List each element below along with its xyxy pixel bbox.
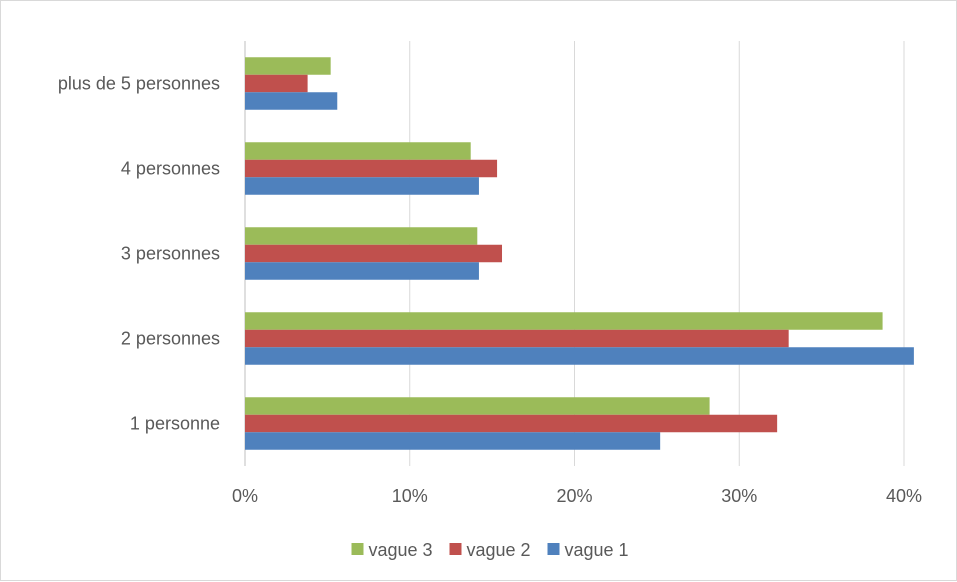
bar-vague-2-0 xyxy=(245,414,778,433)
bar-vague-3-1 xyxy=(245,312,883,330)
category-label: 2 personnes xyxy=(121,329,220,349)
bar-vague-1-2 xyxy=(245,262,479,280)
legend: vague 3 vague 2 vague 1 xyxy=(351,540,629,560)
category-label: 3 personnes xyxy=(121,244,220,264)
bar-vague-1-1 xyxy=(245,347,914,365)
legend-label: vague 1 xyxy=(565,540,629,560)
category-label: plus de 5 personnes xyxy=(58,74,220,94)
bar-vague-2-3 xyxy=(245,159,498,178)
x-tick-label: 40% xyxy=(886,486,922,506)
legend-swatch xyxy=(449,543,462,555)
bar-vague-3-0 xyxy=(245,397,710,415)
category-labels: 1 personne 2 personnes 3 personnes 4 person… xyxy=(58,74,220,434)
bar-vague-1-3 xyxy=(245,177,479,195)
x-tick-label: 0% xyxy=(232,486,258,506)
bar-vague-2-2 xyxy=(245,244,503,263)
bar-vague-1-4 xyxy=(245,92,338,110)
bar-vague-3-2 xyxy=(245,227,478,245)
category-label: 1 personne xyxy=(130,414,220,434)
x-tick-label: 20% xyxy=(556,486,592,506)
x-tick-label: 10% xyxy=(392,486,428,506)
legend-swatch xyxy=(547,543,560,555)
bar-vague-1-0 xyxy=(245,432,661,450)
bar-vague-2-1 xyxy=(245,329,789,348)
bars xyxy=(245,57,914,450)
category-label: 4 personnes xyxy=(121,159,220,179)
legend-swatch xyxy=(351,543,364,555)
legend-label: vague 3 xyxy=(369,540,433,560)
legend-label: vague 2 xyxy=(467,540,531,560)
x-tick-label: 30% xyxy=(721,486,757,506)
bar-vague-3-4 xyxy=(245,57,331,75)
bar-vague-3-3 xyxy=(245,142,471,160)
bar-vague-2-4 xyxy=(245,74,308,93)
x-tick-labels: 0% 10% 20% 30% 40% xyxy=(232,486,922,506)
